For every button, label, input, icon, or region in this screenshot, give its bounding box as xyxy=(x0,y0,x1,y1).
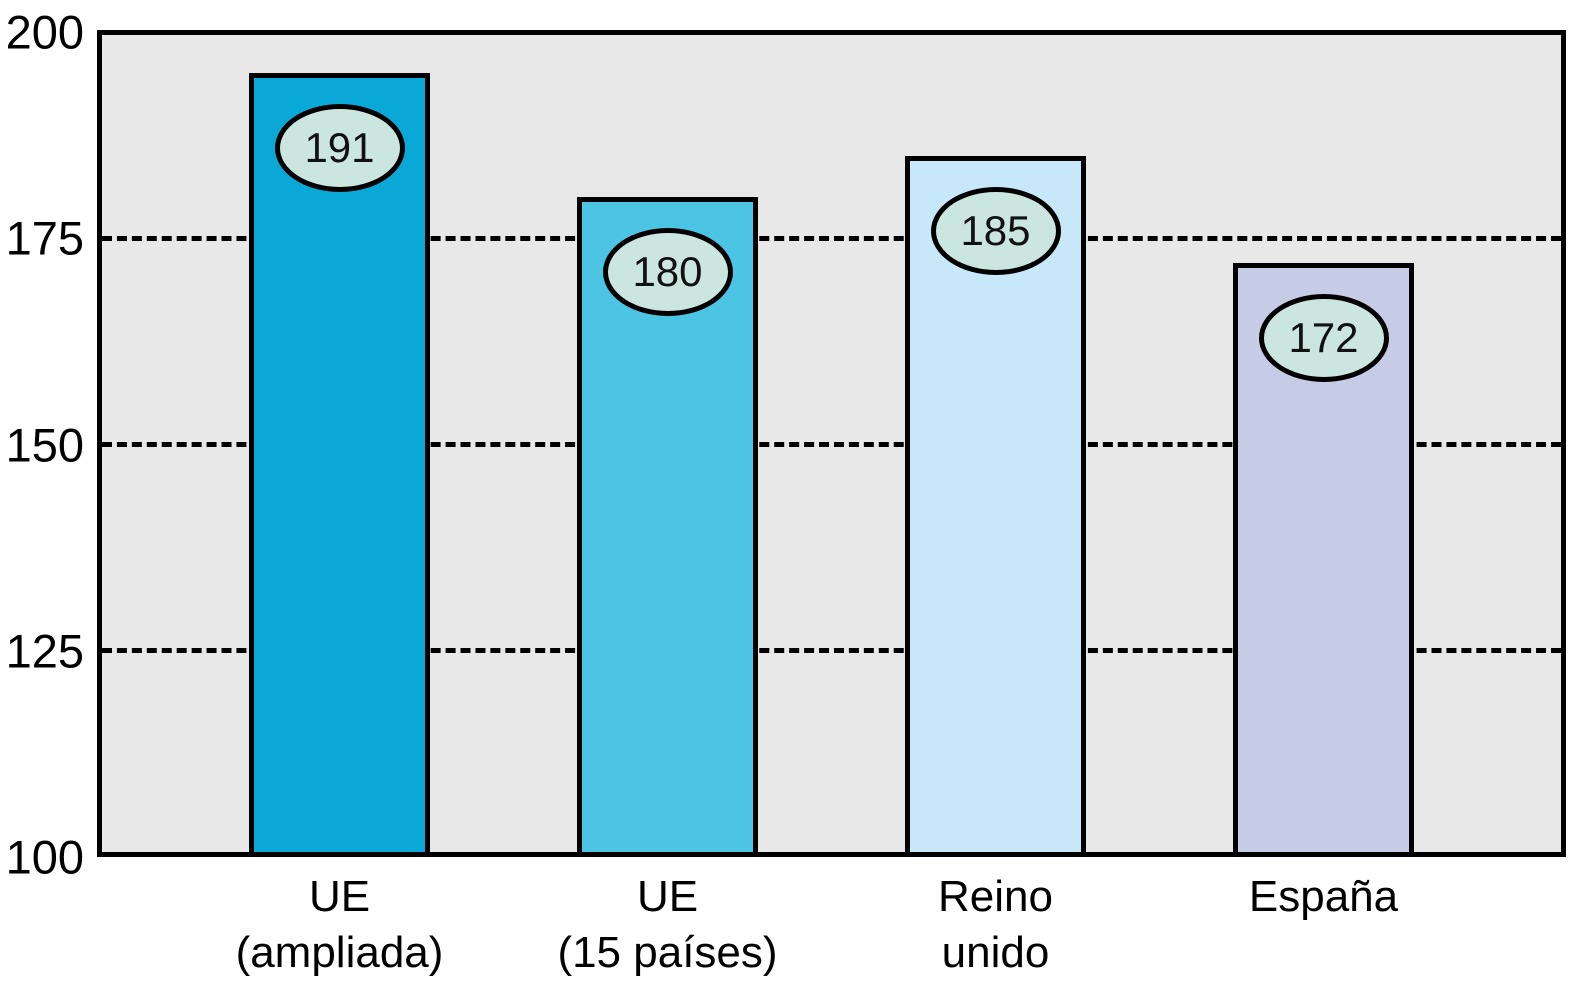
bar-value-label-3: 172 xyxy=(1288,314,1359,361)
category-label-3-line-0: España xyxy=(1248,872,1399,921)
gridline-175 xyxy=(102,235,1561,241)
bar-value-badge-1: 180 xyxy=(602,228,733,316)
bar-value-label-2: 185 xyxy=(960,206,1031,254)
category-label-2-line-1: unido xyxy=(941,928,1050,977)
plot-area: 191 180 185 172 xyxy=(97,30,1566,857)
bar-1: 180 xyxy=(577,197,758,852)
category-label-3: España xyxy=(1154,869,1494,925)
y-tick-label-125: 125 xyxy=(5,624,84,678)
y-tick-label-100: 100 xyxy=(5,830,84,884)
category-label-0-line-1: (ampliada) xyxy=(235,928,444,977)
category-label-2-line-0: Reino xyxy=(938,872,1053,921)
y-tick-label-175: 175 xyxy=(5,211,84,265)
category-label-1: UE (15 países) xyxy=(498,869,838,981)
gridline-125 xyxy=(102,648,1561,654)
category-label-1-line-0: UE xyxy=(636,872,699,921)
category-label-0-line-0: UE xyxy=(308,872,371,921)
y-tick-label-150: 150 xyxy=(5,418,84,471)
bar-value-badge-2: 185 xyxy=(930,186,1061,275)
category-label-1-line-1: (15 países) xyxy=(557,928,778,977)
gridline-150 xyxy=(102,442,1561,447)
bar-value-badge-0: 191 xyxy=(274,104,405,193)
category-label-2: Reino unido xyxy=(826,869,1166,981)
bar-3: 172 xyxy=(1233,263,1414,852)
bar-value-badge-3: 172 xyxy=(1258,294,1389,382)
bar-2: 185 xyxy=(905,155,1086,852)
bar-0: 191 xyxy=(249,73,430,852)
bar-value-label-0: 191 xyxy=(304,124,375,172)
bar-value-label-1: 180 xyxy=(632,248,703,295)
y-tick-label-200: 200 xyxy=(5,5,84,59)
category-label-0: UE (ampliada) xyxy=(170,869,510,981)
